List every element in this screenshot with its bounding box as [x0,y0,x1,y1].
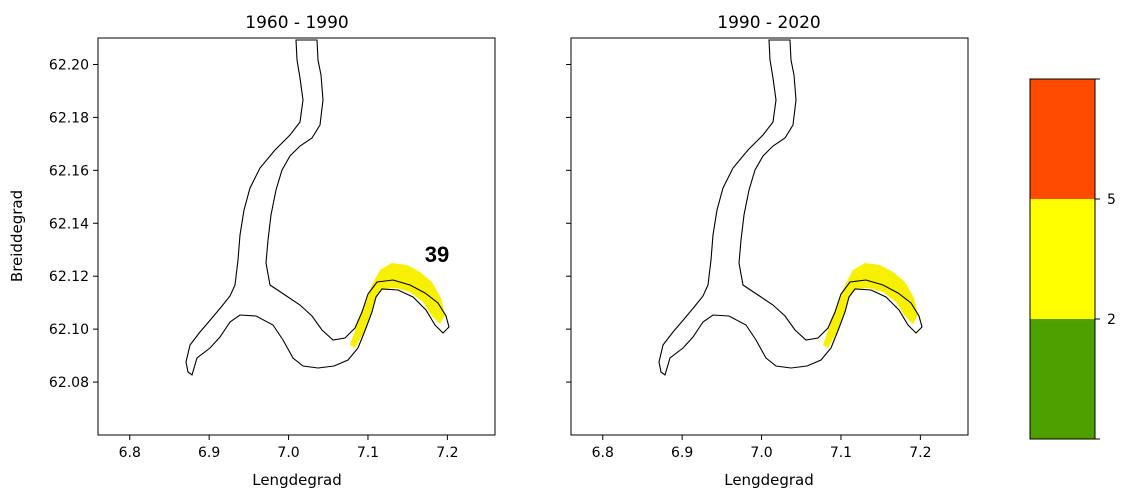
x-axis-ticks: 6.8 6.9 7.0 7.1 7.2 [119,435,458,461]
y-axis-ticks: 62.20 62.18 62.16 62.14 62.12 62.10 62.08 [49,57,98,391]
x-axis-label: Lengdegrad [252,471,342,489]
x-tick-label: 6.8 [119,445,141,461]
panel-title: 1990 - 2020 [717,13,820,33]
y-tick-label: 62.08 [49,375,89,391]
colorbar: 52 [1029,78,1116,440]
panel-title: 1960 - 1990 [245,13,348,33]
x-tick-label: 7.2 [909,445,931,461]
x-tick-label: 7.1 [357,445,379,461]
x-tick-label: 6.8 [592,445,614,461]
colorbar-band-low [1030,319,1095,439]
y-tick-label: 62.18 [49,110,89,126]
x-tick-label: 7.1 [830,445,852,461]
colorbar-frame [1029,78,1096,440]
colorbar-band-mid [1030,199,1095,319]
colorbar-tick-label: 5 [1107,192,1116,208]
plot-frame [570,37,969,436]
y-tick-label: 62.10 [49,322,89,338]
y-tick-label: 62.20 [49,57,89,73]
y-tick-label: 62.14 [49,216,89,232]
x-tick-label: 7.0 [277,445,299,461]
x-tick-label: 6.9 [198,445,220,461]
colorbar-band-high [1030,79,1095,199]
x-tick-label: 7.2 [436,445,458,461]
y-tick-label: 62.12 [49,269,89,285]
x-tick-label: 7.0 [750,445,772,461]
y-axis-ticks [566,63,571,383]
map-panel-1990-2020: 1990 - 2020 6.8 6.9 7.0 7.1 7.2 Lengdegrad [566,13,969,489]
colorbar-tick-label: 2 [1107,312,1116,328]
map-panel-1960-1990: 1960 - 1990 39 6.8 6.9 7.0 7.1 7.2 62.20 62.1… [8,13,496,489]
x-axis-label: Lengdegrad [724,471,814,489]
y-tick-label: 62.16 [49,163,89,179]
x-tick-label: 6.9 [671,445,693,461]
map-annotation: 39 [425,242,449,267]
x-axis-ticks: 6.8 6.9 7.0 7.1 7.2 [592,435,931,461]
y-axis-label: Breiddegrad [8,190,26,282]
plot-frame [97,37,496,436]
